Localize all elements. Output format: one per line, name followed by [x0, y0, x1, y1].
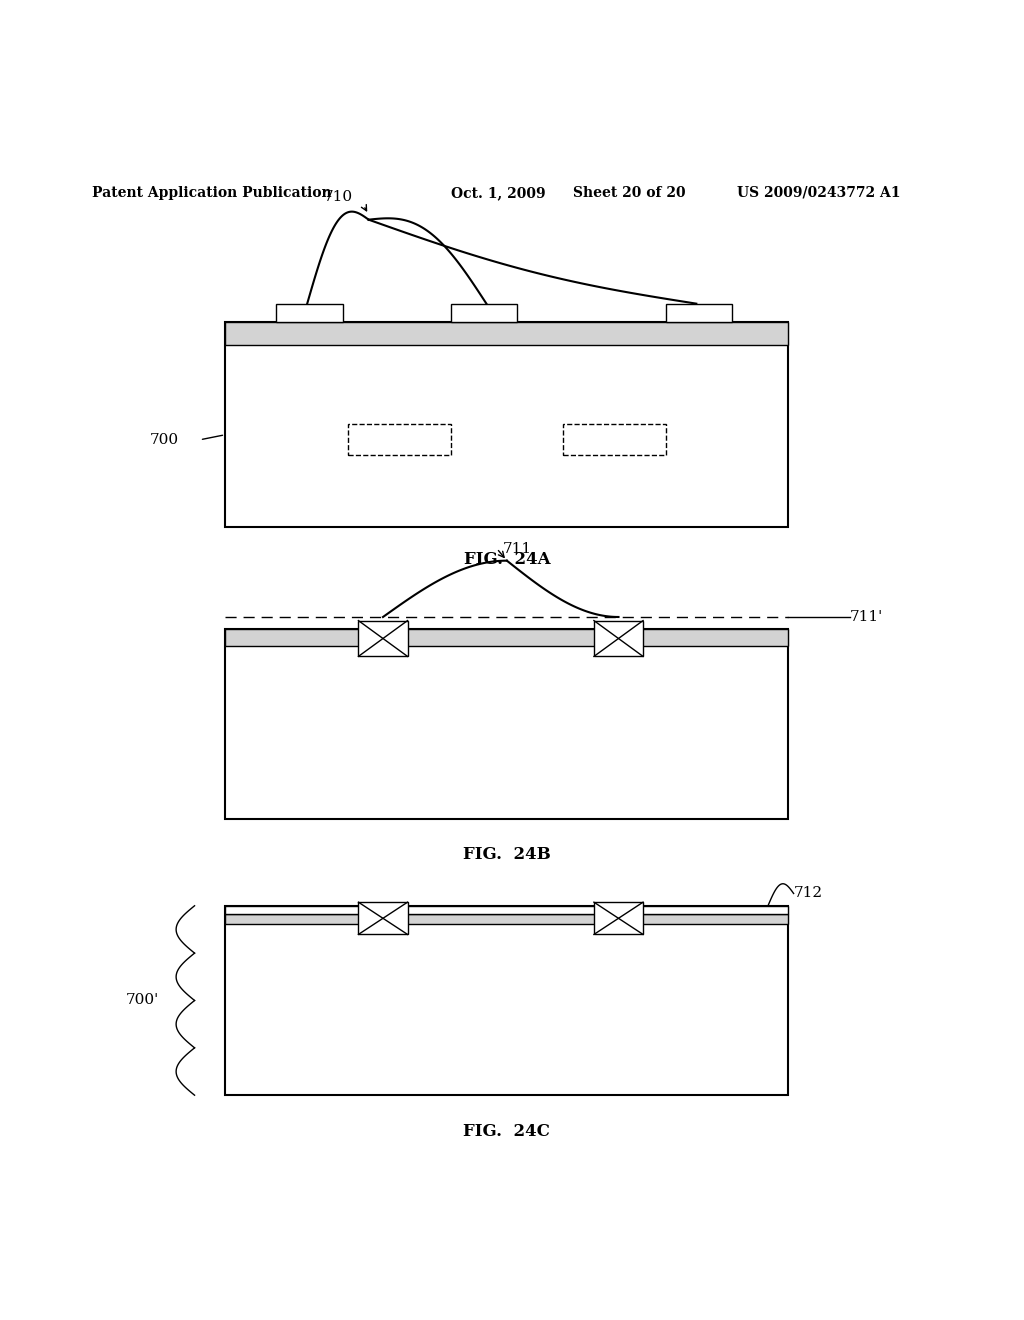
Bar	[358, 620, 408, 656]
Bar	[225, 913, 788, 924]
Text: 711': 711'	[850, 610, 883, 624]
Bar	[666, 304, 732, 322]
Bar	[348, 425, 451, 455]
Bar	[563, 425, 666, 455]
Bar	[225, 630, 788, 818]
Text: FIG.  24A: FIG. 24A	[464, 552, 550, 569]
Text: FIG.  24B: FIG. 24B	[463, 846, 551, 863]
Bar	[225, 630, 788, 645]
Text: Patent Application Publication: Patent Application Publication	[92, 186, 332, 199]
Text: 712: 712	[794, 887, 822, 900]
Text: Oct. 1, 2009: Oct. 1, 2009	[451, 186, 545, 199]
Text: 710: 710	[325, 190, 353, 205]
Bar	[225, 322, 788, 527]
Text: FIG.  24C: FIG. 24C	[464, 1123, 550, 1140]
Bar	[358, 902, 408, 935]
Text: 700: 700	[151, 433, 179, 447]
Text: 700': 700'	[126, 994, 159, 1007]
Text: 711: 711	[503, 541, 531, 556]
Bar	[451, 304, 517, 322]
Text: US 2009/0243772 A1: US 2009/0243772 A1	[737, 186, 901, 199]
Bar	[594, 902, 643, 935]
Bar	[594, 620, 643, 656]
Bar	[225, 906, 788, 913]
Bar	[225, 322, 788, 345]
Bar	[276, 304, 343, 322]
Bar	[225, 906, 788, 1096]
Text: Sheet 20 of 20: Sheet 20 of 20	[573, 186, 686, 199]
